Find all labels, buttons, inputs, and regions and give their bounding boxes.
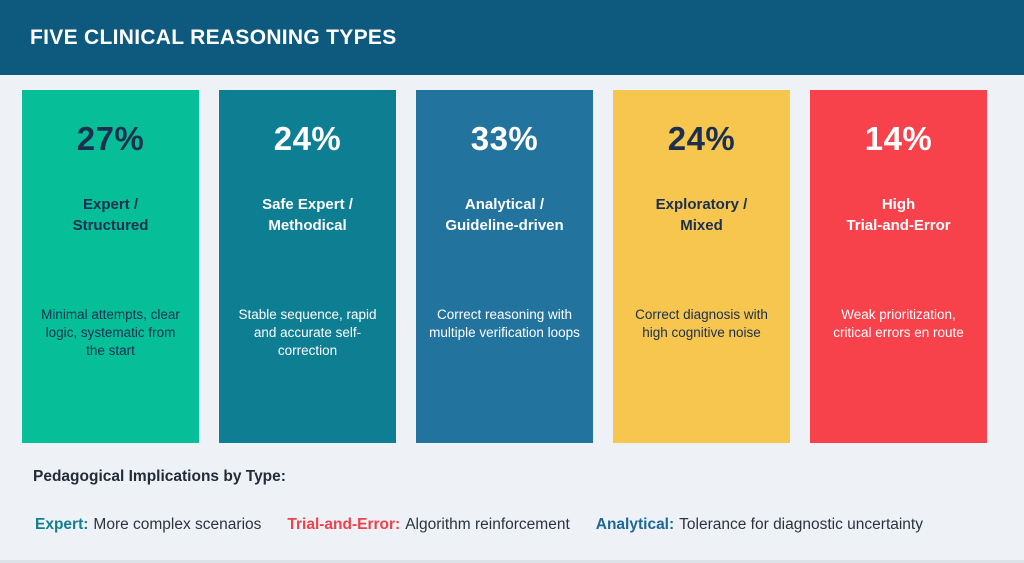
legend-row: Expert: More complex scenarios Trial-and-E…	[35, 516, 1024, 534]
card-percent-value: 24%	[667, 120, 736, 157]
card-percent-value: 33%	[470, 120, 539, 157]
card-description: Weak prioritization, critical errors en …	[833, 307, 964, 341]
page-title: FIVE CLINICAL REASONING TYPES	[30, 25, 397, 49]
legend-item: Trial-and-Error: Algorithm reinforcement	[287, 516, 569, 534]
card-type-title: High Trial-and-Error	[846, 196, 951, 234]
legend-term-text: More complex scenarios	[93, 516, 262, 533]
card-type-title: Exploratory / Mixed	[655, 196, 748, 234]
reasoning-card: 24% Exploratory / Mixed Correct diagnosis …	[613, 90, 790, 443]
header-bar: FIVE CLINICAL REASONING TYPES	[0, 0, 1024, 75]
reasoning-cards-row: 27% Expert / Structured Minimal attempts, …	[22, 90, 1002, 443]
card-percent-value: 24%	[273, 120, 342, 157]
bottom-edge-divider	[0, 560, 1024, 563]
card-percent-value: 27%	[76, 120, 145, 157]
card-description: Stable sequence, rapid and accurate self…	[238, 307, 377, 359]
legend-term-label: Trial-and-Error:	[287, 516, 401, 533]
reasoning-card: 14% High Trial-and-Error Weak prioritizati…	[810, 90, 987, 443]
card-type-title: Safe Expert / Methodical	[262, 196, 353, 234]
card-description: Correct diagnosis with high cognitive no…	[635, 307, 768, 341]
card-description: Correct reasoning with multiple verifica…	[429, 307, 580, 341]
legend-term-label: Analytical:	[595, 516, 675, 533]
reasoning-card: 33% Analytical / Guideline-driven Correct …	[416, 90, 593, 443]
card-type-title: Expert / Structured	[72, 196, 149, 234]
card-type-title: Analytical / Guideline-driven	[445, 196, 564, 234]
legend-term-text: Tolerance for diagnostic uncertainty	[679, 516, 923, 533]
legend-term-label: Expert:	[35, 516, 89, 533]
reasoning-card: 27% Expert / Structured Minimal attempts, …	[22, 90, 199, 443]
reasoning-card: 24% Safe Expert / Methodical Stable sequen…	[219, 90, 396, 443]
card-description: Minimal attempts, clear logic, systemati…	[41, 307, 180, 359]
footer-heading: Pedagogical Implications by Type:	[33, 468, 286, 485]
card-percent-value: 14%	[864, 120, 933, 157]
legend-item: Analytical: Tolerance for diagnostic unce…	[596, 516, 923, 534]
legend-term-text: Algorithm reinforcement	[405, 516, 570, 533]
legend-item: Expert: More complex scenarios	[35, 516, 261, 534]
